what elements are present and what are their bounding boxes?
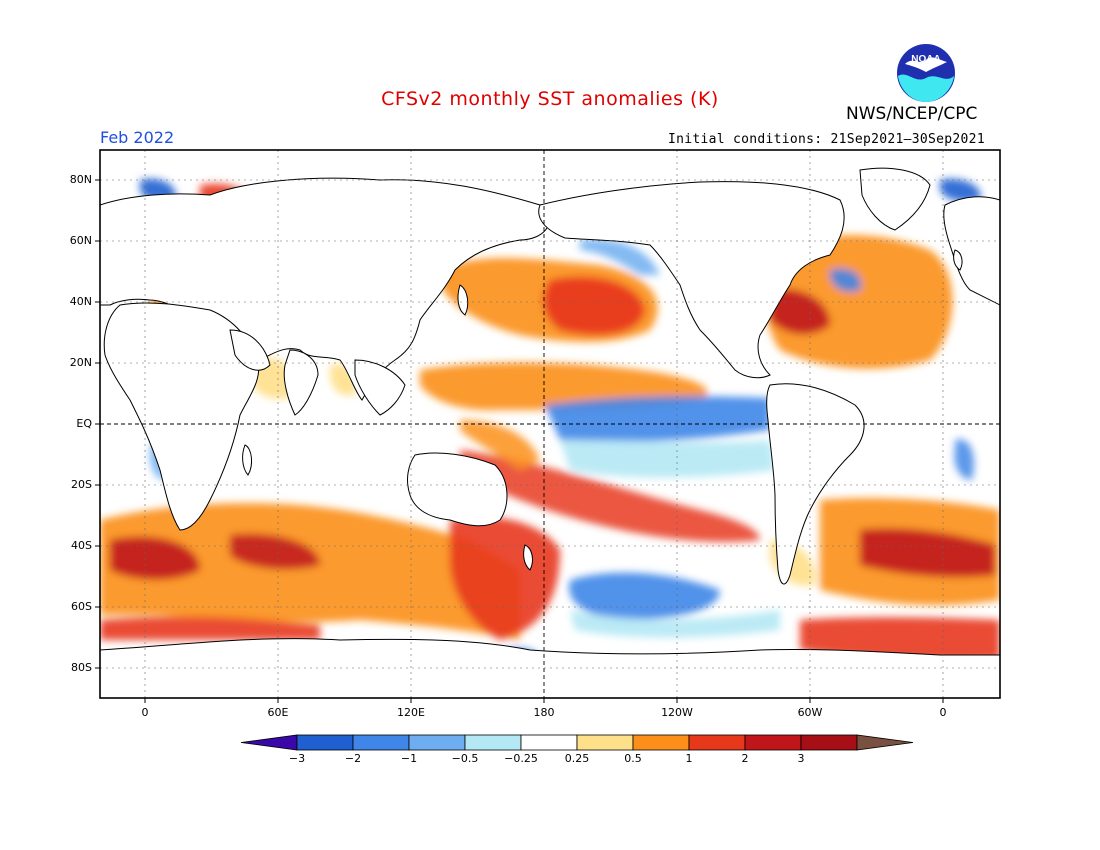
cold-anomaly-south-atlantic-coast	[954, 439, 975, 480]
warm-anomaly-tasman	[450, 516, 560, 640]
colorbar-label: −1	[400, 752, 418, 765]
land-australia	[407, 452, 508, 527]
lat-label: 80N	[69, 173, 92, 186]
colorbar-label: −0.5	[451, 752, 479, 765]
land-japan	[457, 284, 469, 316]
land-arabia	[229, 329, 271, 371]
colorbar-segment	[576, 734, 634, 751]
colorbar-label: 2	[741, 752, 749, 765]
lon-label: 60W	[797, 706, 823, 719]
land-south-america	[766, 383, 865, 585]
land-north-america	[538, 181, 845, 379]
warm-anomaly-weddell	[800, 617, 1000, 661]
cold-anomaly-equatorial-pacific	[545, 396, 770, 442]
warm-core-north-pacific	[543, 276, 645, 335]
colorbar-label: 0.25	[564, 752, 590, 765]
noaa-logo-text: NOAA	[911, 54, 940, 65]
colorbar-label: 3	[797, 752, 805, 765]
land-southeast-asia	[354, 359, 406, 416]
land-europe-west	[943, 196, 1000, 306]
lon-label: 120E	[397, 706, 425, 719]
graticule	[100, 150, 1000, 698]
cold-anomaly-barents-right	[940, 178, 981, 202]
initial-conditions: Initial conditions: 21Sep2021—30Sep2021	[668, 132, 985, 147]
reference-lines	[100, 150, 1000, 698]
colorbar	[240, 734, 914, 751]
land-greenland	[859, 167, 931, 231]
cold-anomaly-south-pacific	[569, 572, 720, 620]
warm-anomaly-southern-indian	[100, 503, 520, 640]
forecast-month: Feb 2022	[100, 128, 175, 147]
lat-label: 40N	[69, 295, 92, 308]
lon-label: 60E	[267, 706, 289, 719]
colorbar-label: −0.25	[504, 752, 538, 765]
colorbar-segment	[352, 734, 410, 751]
lat-label: 20S	[71, 478, 92, 491]
lon-label: 0	[141, 706, 149, 719]
warm-core-south-indian	[110, 536, 200, 580]
colorbar-segment	[800, 734, 858, 751]
lon-label: 0	[939, 706, 947, 719]
cold-anomaly-gulf-of-alaska	[580, 239, 660, 275]
colorbar-segment	[632, 734, 690, 751]
land-new-zealand	[523, 544, 533, 571]
cold-anomaly-labrador	[830, 268, 861, 292]
colorbar-segment	[408, 734, 466, 751]
warm-core-gulf-stream	[770, 289, 830, 335]
colorbar-segment	[296, 734, 354, 751]
colorbar-segment	[744, 734, 802, 751]
cold-anomaly-east-pacific	[560, 440, 775, 478]
warm-core-south-indian-2	[230, 534, 320, 570]
warm-anomaly-antarctic-strip	[100, 616, 320, 640]
colorbar-label: 0.5	[624, 752, 642, 765]
lon-label: 180	[533, 706, 555, 719]
land-madagascar	[242, 444, 253, 476]
lat-label: 80S	[71, 661, 92, 674]
warm-anomaly-south-pacific-convergence	[460, 420, 540, 470]
colorbar-label: 1	[685, 752, 693, 765]
lat-label: EQ	[76, 417, 92, 430]
figure-title: CFSv2 monthly SST anomalies (K)	[381, 88, 719, 110]
colorbar-segment	[520, 734, 578, 751]
colorbar-high-extension	[856, 734, 914, 751]
lon-label: 120W	[661, 706, 693, 719]
land-antarctica	[100, 638, 1000, 698]
lat-label: 20N	[69, 356, 92, 369]
colorbar-label: −2	[344, 752, 362, 765]
warm-core-south-atlantic	[860, 528, 995, 577]
land-india	[283, 349, 319, 416]
colorbar-low-extension	[240, 734, 298, 751]
land-africa	[103, 302, 260, 531]
axis-ticks	[95, 179, 944, 703]
agency-label: NWS/NCEP/CPC	[846, 104, 978, 124]
lat-label: 40S	[71, 539, 92, 552]
colorbar-label: −3	[288, 752, 306, 765]
lat-label: 60S	[71, 600, 92, 613]
warm-anomaly-south-pacific-diagonal	[460, 450, 760, 542]
continents	[100, 167, 1000, 698]
lat-label: 60N	[69, 234, 92, 247]
colorbar-segment	[688, 734, 746, 751]
land-uk	[953, 249, 963, 271]
colorbar-segment	[464, 734, 522, 751]
cold-anomaly-south-pacific-fringe	[570, 610, 780, 638]
noaa-logo: NOAA	[897, 44, 955, 102]
